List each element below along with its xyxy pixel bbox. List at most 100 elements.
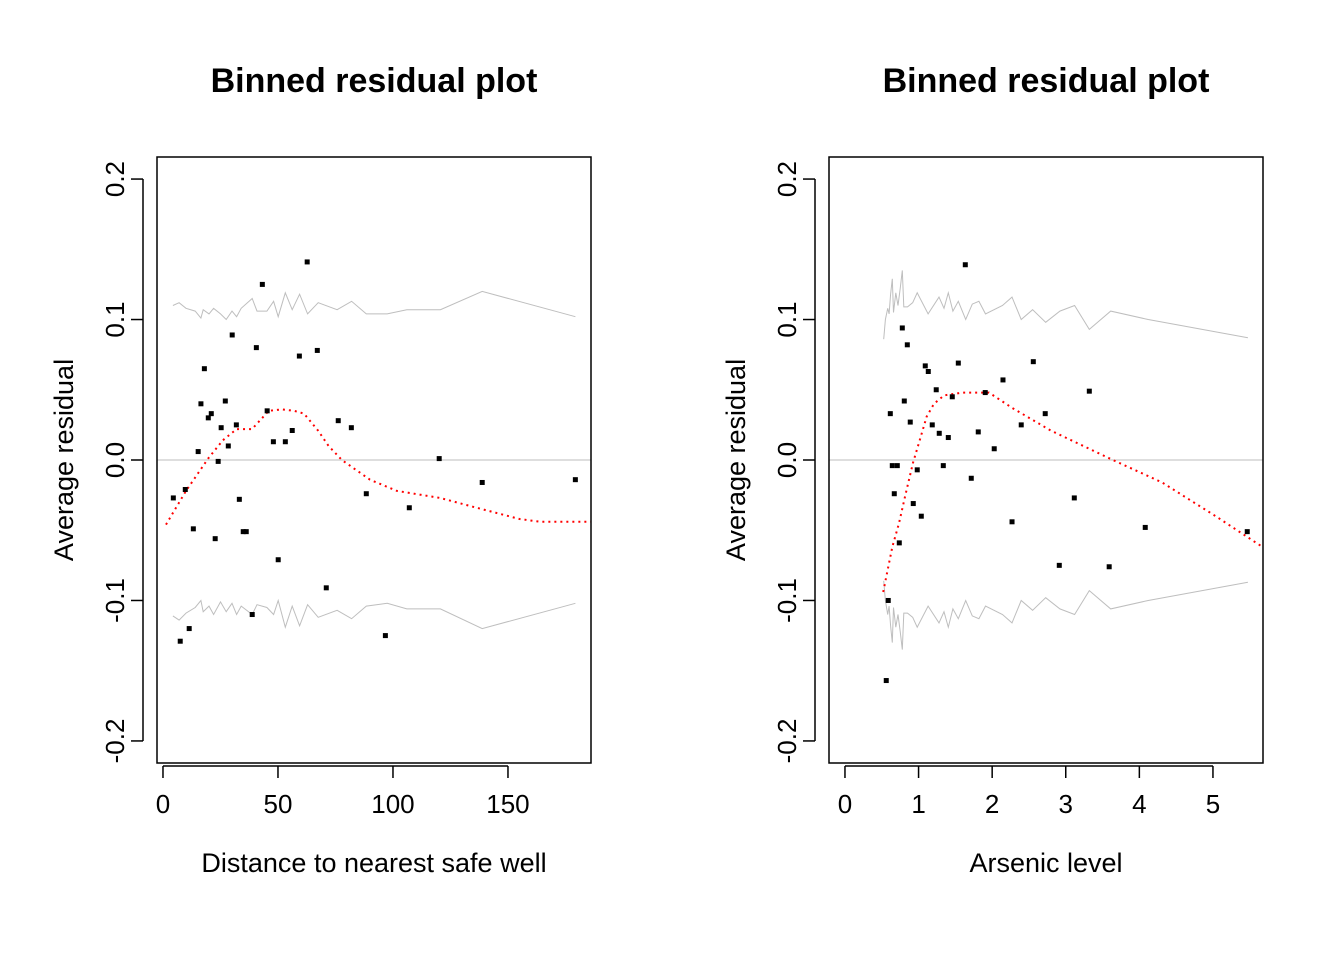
data-point <box>182 486 188 492</box>
upper-band-line <box>883 270 1248 340</box>
data-point <box>222 398 228 404</box>
data-point <box>205 415 211 421</box>
data-point <box>945 435 951 441</box>
data-point <box>955 360 961 366</box>
data-point <box>233 422 239 428</box>
data-point <box>572 477 578 483</box>
data-point <box>1142 524 1148 530</box>
chart-title: Binned residual plot <box>883 62 1210 100</box>
data-point <box>1030 359 1036 365</box>
x-tick-label: 2 <box>985 789 999 819</box>
data-point <box>282 439 288 445</box>
data-point <box>436 456 442 462</box>
chart-title: Binned residual plot <box>211 62 538 100</box>
data-point <box>236 496 242 502</box>
data-point <box>314 347 320 353</box>
data-point <box>1071 495 1077 501</box>
data-point <box>215 458 221 464</box>
data-point <box>949 394 955 400</box>
y-tick-label: 0.0 <box>772 442 802 478</box>
plot-frame <box>828 156 1264 764</box>
x-tick-label: 150 <box>486 789 529 819</box>
data-point <box>962 262 968 268</box>
y-tick-label: 0.2 <box>100 161 130 197</box>
y-tick-label: 0.0 <box>100 442 130 478</box>
data-point <box>186 626 192 632</box>
data-point <box>253 345 259 351</box>
data-point <box>901 398 907 404</box>
data-point <box>479 479 485 485</box>
data-point <box>887 411 893 417</box>
y-tick-label: -0.1 <box>100 578 130 623</box>
data-point <box>1000 377 1006 383</box>
upper-band-line <box>172 290 576 321</box>
data-point <box>982 390 988 396</box>
x-tick-label: 3 <box>1059 789 1073 819</box>
data-point <box>218 425 224 431</box>
data-point <box>249 612 255 618</box>
y-axis-label: Average residual <box>721 359 751 561</box>
y-tick-label: -0.2 <box>772 719 802 764</box>
data-point <box>259 281 265 287</box>
data-point <box>190 526 196 532</box>
data-point <box>348 425 354 431</box>
data-point <box>229 332 235 338</box>
x-tick-label: 4 <box>1132 789 1146 819</box>
y-tick-label: 0.1 <box>100 301 130 337</box>
data-point <box>243 529 249 535</box>
data-point <box>933 387 939 393</box>
lower-band-line <box>883 580 1248 650</box>
data-point <box>1086 388 1092 394</box>
data-point <box>198 401 204 407</box>
data-point <box>177 638 183 644</box>
data-point <box>225 443 231 449</box>
data-point <box>910 501 916 507</box>
x-tick-label: 100 <box>371 789 414 819</box>
data-point <box>323 585 329 591</box>
x-tick-label: 0 <box>838 789 852 819</box>
data-point <box>894 463 900 469</box>
data-point <box>264 408 270 414</box>
data-point <box>289 428 295 434</box>
smooth-trend-line <box>165 408 591 526</box>
data-point <box>968 475 974 481</box>
data-point <box>891 491 897 497</box>
data-point <box>991 446 997 452</box>
data-point <box>1042 411 1048 417</box>
data-point <box>212 536 218 542</box>
data-point <box>406 505 412 511</box>
data-point <box>208 411 214 417</box>
panel-arsenic: Binned residual plot Arsenic level Avera… <box>721 62 1264 878</box>
data-point <box>975 429 981 435</box>
x-axis-label: Distance to nearest safe well <box>201 848 546 878</box>
data-point <box>1056 562 1062 568</box>
data-point <box>195 449 201 455</box>
data-point <box>382 633 388 639</box>
x-axis-label: Arsenic level <box>969 848 1122 878</box>
plot-frame <box>156 156 592 764</box>
data-point <box>240 529 246 535</box>
data-point <box>925 369 931 375</box>
data-point <box>922 363 928 369</box>
data-point <box>170 495 176 501</box>
data-point <box>896 540 902 546</box>
data-point <box>1018 422 1024 428</box>
data-point <box>201 366 207 372</box>
data-point <box>296 353 302 359</box>
data-point <box>1106 564 1112 570</box>
data-point <box>363 491 369 497</box>
x-tick-label: 5 <box>1206 789 1220 819</box>
data-point <box>883 678 889 684</box>
data-point <box>275 557 281 563</box>
data-point <box>270 439 276 445</box>
data-point <box>918 513 924 519</box>
data-point <box>904 342 910 348</box>
x-tick-label: 0 <box>156 789 170 819</box>
y-tick-label: 0.2 <box>772 161 802 197</box>
data-point <box>929 422 935 428</box>
data-point <box>1244 529 1250 535</box>
data-point <box>940 463 946 469</box>
data-point <box>885 597 891 603</box>
data-point <box>304 259 310 265</box>
